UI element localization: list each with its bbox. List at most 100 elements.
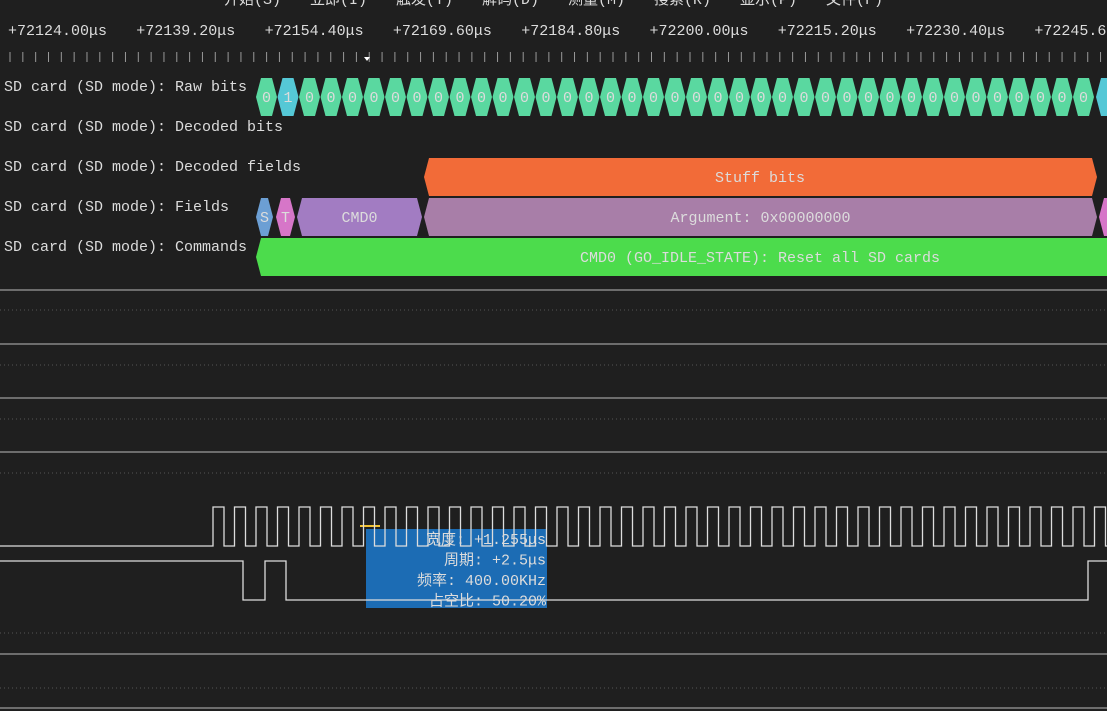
raw-bit: [901, 78, 922, 116]
raw-bit-text: 0: [498, 90, 507, 107]
menu-item[interactable]: 测量(M): [568, 0, 625, 9]
measurement-text: 宽度: +1.255μs: [426, 531, 546, 549]
raw-bit: [1051, 78, 1073, 116]
raw-bit: [449, 78, 471, 116]
menu-item[interactable]: 立即(I): [310, 0, 367, 9]
cmd-signal: [0, 560, 1107, 601]
raw-bit-partial: [1096, 78, 1107, 116]
raw-bit: [406, 78, 428, 116]
raw-bit: [320, 78, 342, 116]
raw-bit-text: 0: [326, 90, 335, 107]
raw-bit: [643, 78, 664, 116]
raw-bit: [944, 78, 965, 116]
stuff-bits: [424, 158, 1097, 196]
raw-bit: [793, 78, 815, 116]
raw-bit-text: 0: [950, 90, 959, 107]
field-partial: [1099, 198, 1107, 236]
field: [276, 198, 295, 236]
ruler-label: +72124.00μs: [8, 23, 107, 40]
raw-bit: [471, 78, 492, 116]
command: [256, 238, 1107, 276]
ruler-label: +72139.20μs: [136, 23, 235, 40]
row-label: SD card (SD mode): Decoded fields: [4, 159, 301, 176]
raw-bit-text: 0: [262, 90, 271, 107]
raw-bit-text: 0: [885, 90, 894, 107]
raw-bit: [535, 78, 557, 116]
raw-bit: [600, 78, 621, 116]
raw-bit: [987, 78, 1008, 116]
raw-bit-text: 0: [778, 90, 787, 107]
raw-bit-text: 0: [541, 90, 550, 107]
raw-bit-text: 0: [369, 90, 378, 107]
raw-bit: [815, 78, 836, 116]
raw-bit-text: 0: [477, 90, 486, 107]
raw-bit-text: 0: [434, 90, 443, 107]
raw-bit-text: 0: [412, 90, 421, 107]
raw-bit-text: 0: [971, 90, 980, 107]
raw-bit-text: 0: [520, 90, 529, 107]
raw-bit: [1008, 78, 1030, 116]
raw-bit-text: 0: [606, 90, 615, 107]
menu-item[interactable]: 搜索(R): [654, 0, 711, 9]
raw-bit: [686, 78, 707, 116]
raw-bit-text: 0: [821, 90, 830, 107]
raw-bit-text: 0: [1079, 90, 1088, 107]
raw-bit-text: 0: [649, 90, 658, 107]
raw-bit: [492, 78, 514, 116]
raw-bit: [750, 78, 772, 116]
menu-item[interactable]: 开始(S): [224, 0, 281, 9]
ruler-label: +72245.60μs: [1034, 23, 1107, 40]
raw-bit-text: 0: [563, 90, 572, 107]
raw-bit: [879, 78, 901, 116]
menu-item[interactable]: 显示(P): [740, 0, 797, 9]
raw-bit: [277, 78, 299, 116]
raw-bit-text: 0: [928, 90, 937, 107]
field-text: CMD0: [341, 210, 377, 227]
raw-bit-text: 1: [283, 90, 292, 107]
raw-bit: [836, 78, 858, 116]
ruler-label: +72200.00μs: [650, 23, 749, 40]
menu-item[interactable]: 解码(D): [482, 0, 539, 9]
raw-bit: [514, 78, 535, 116]
raw-bit-text: 0: [864, 90, 873, 107]
ruler-label: +72184.80μs: [521, 23, 620, 40]
raw-bit-text: 0: [735, 90, 744, 107]
raw-bit-text: 0: [391, 90, 400, 107]
raw-bit-text: 0: [756, 90, 765, 107]
raw-bit-text: 0: [692, 90, 701, 107]
raw-bit: [664, 78, 686, 116]
ruler-label: +72215.20μs: [778, 23, 877, 40]
ruler-label: +72169.60μs: [393, 23, 492, 40]
raw-bit-text: 0: [907, 90, 916, 107]
raw-bit: [772, 78, 793, 116]
row-label: SD card (SD mode): Fields: [4, 199, 229, 216]
raw-bit-text: 0: [842, 90, 851, 107]
field: [297, 198, 422, 236]
ruler-cursor: [364, 57, 370, 61]
row-label: SD card (SD mode): Commands: [4, 239, 247, 256]
raw-bit-text: 0: [348, 90, 357, 107]
raw-bit: [578, 78, 600, 116]
row-label: SD card (SD mode): Raw bits: [4, 79, 247, 96]
raw-bit: [428, 78, 449, 116]
row-label: SD card (SD mode): Decoded bits: [4, 119, 283, 136]
raw-bit: [299, 78, 320, 116]
raw-bit: [729, 78, 750, 116]
menu-item[interactable]: 文件(F): [826, 0, 883, 9]
ruler-label: +72230.40μs: [906, 23, 1005, 40]
raw-bit-text: 0: [713, 90, 722, 107]
raw-bit: [922, 78, 944, 116]
clock-signal: [0, 506, 1107, 547]
raw-bit: [621, 78, 643, 116]
raw-bit: [1030, 78, 1051, 116]
field-text: T: [281, 210, 290, 227]
stuff-bits-text: Stuff bits: [715, 170, 805, 187]
ruler-label: +72154.40μs: [265, 23, 364, 40]
raw-bit: [965, 78, 987, 116]
menu-item[interactable]: 触发(T): [396, 0, 453, 9]
raw-bit-text: 0: [1014, 90, 1023, 107]
raw-bit: [557, 78, 578, 116]
raw-bit-text: 0: [1057, 90, 1066, 107]
raw-bit: [256, 78, 277, 116]
